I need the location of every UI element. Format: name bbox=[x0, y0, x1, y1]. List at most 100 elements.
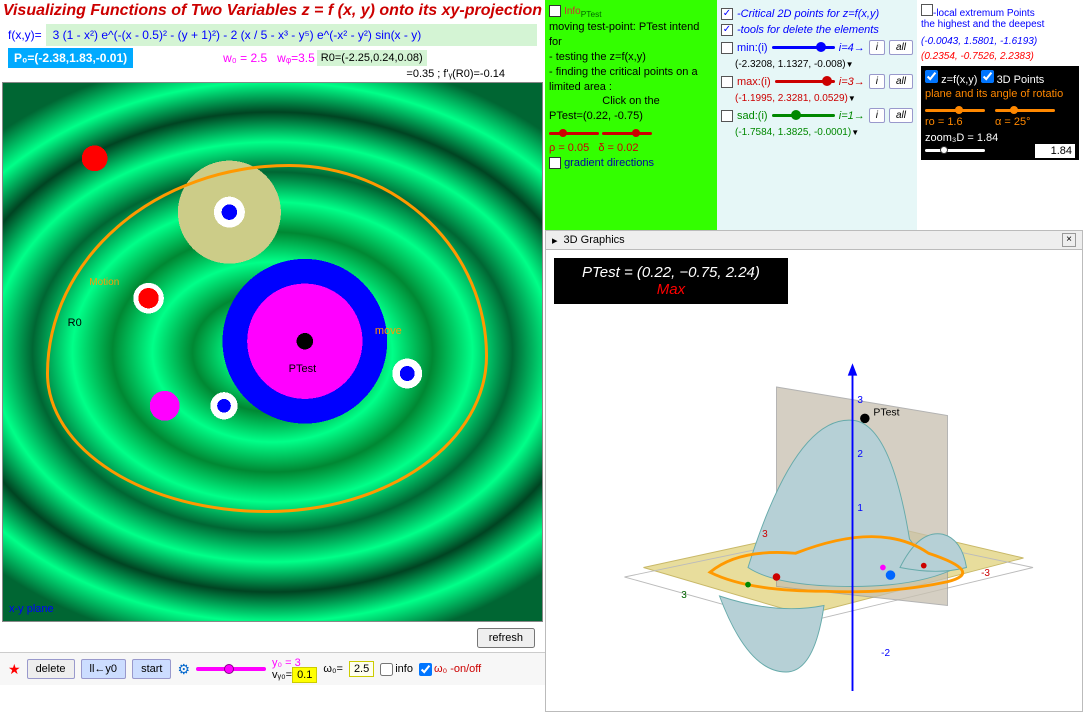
rho-value: ρ = 0.05 bbox=[549, 142, 589, 154]
max-coord: (-1.1995, 2.3281, 0.0529)▼ bbox=[735, 93, 913, 104]
info-panel: InfoPTest moving test-point: PTest inten… bbox=[545, 0, 717, 230]
p0-value: P₀=(-2.38,1.83,-0.01) bbox=[8, 48, 133, 68]
sad-coord: (-1.7584, 1.3825, -0.0001)▼ bbox=[735, 127, 913, 138]
zfxy-label: z=f(x,y) bbox=[941, 74, 977, 86]
r0-box: R0=(-2.25,0.24,0.08) bbox=[317, 50, 427, 66]
info-text-4: Click on the bbox=[549, 94, 713, 109]
tools-delete-checkbox[interactable] bbox=[721, 24, 733, 36]
extremum-checkbox[interactable] bbox=[921, 4, 933, 16]
delete-button[interactable]: delete bbox=[27, 659, 75, 679]
start-button[interactable]: start bbox=[132, 659, 171, 679]
crit2d-label: -Critical 2D points for z=f(x,y) bbox=[737, 8, 879, 20]
3dpoints-checkbox[interactable] bbox=[981, 70, 994, 83]
min-coord: (-2.3208, 1.1327, -0.008)▼ bbox=[735, 59, 913, 70]
page-title: Visualizing Functions of Two Variables z… bbox=[0, 0, 545, 22]
axis-xn3: -3 bbox=[981, 568, 990, 579]
critical-points-panel: -Critical 2D points for z=f(x,y) -tools … bbox=[717, 0, 917, 230]
max-label: max:(i) bbox=[737, 76, 771, 88]
max-all-button[interactable]: all bbox=[889, 74, 913, 89]
motion-label: Motion bbox=[89, 277, 119, 288]
gradient-checkbox[interactable] bbox=[549, 157, 561, 169]
y0-slider[interactable] bbox=[196, 667, 266, 671]
max-i-button[interactable]: i bbox=[869, 74, 885, 89]
extremum-panel: -local extremum Points the highest and t… bbox=[917, 0, 1083, 230]
sad-slider[interactable] bbox=[772, 114, 835, 117]
sad-index: i=1→ bbox=[839, 110, 865, 122]
surface-svg: PTest bbox=[586, 330, 1062, 691]
min-all-button[interactable]: all bbox=[889, 40, 913, 55]
ptest-3d-label: PTest bbox=[873, 408, 899, 419]
w0-label-2: ω₀= bbox=[323, 663, 343, 675]
axis-zn2: -2 bbox=[881, 648, 890, 659]
3d-settings-panel: z=f(x,y) 3D Points plane and its angle o… bbox=[921, 66, 1079, 160]
plane-label: plane and its angle of rotatio bbox=[925, 88, 1075, 100]
delta-slider[interactable] bbox=[602, 132, 652, 135]
w0-onoff-checkbox[interactable] bbox=[419, 663, 432, 676]
ll-y0-button[interactable]: ll←y0 bbox=[81, 659, 127, 679]
min-index: i=4→ bbox=[839, 42, 865, 54]
axis-z1: 1 bbox=[857, 503, 863, 514]
fxy-formula[interactable]: 3 (1 - x²) e^(-(x - 0.5)² - (y + 1)²) - … bbox=[46, 24, 537, 46]
extremum-label-2: the highest and the deepest bbox=[921, 19, 1079, 30]
highest-coord: (0.2354, -0.7526, 2.2383) bbox=[921, 51, 1079, 62]
min-label: min:(i) bbox=[737, 42, 768, 54]
vy0-label: vᵧ₀= bbox=[272, 669, 292, 681]
sad-i-button[interactable]: i bbox=[869, 108, 885, 123]
w0-value: w₀ = 2.5 bbox=[223, 51, 267, 65]
zoom-slider[interactable] bbox=[925, 149, 985, 152]
min-i-button[interactable]: i bbox=[869, 40, 885, 55]
refresh-button[interactable]: refresh bbox=[477, 628, 535, 648]
zoom-label: zoom₃D = 1.84 bbox=[925, 132, 998, 144]
axis-z2: 2 bbox=[857, 449, 863, 460]
axis-z3: 3 bbox=[857, 395, 863, 406]
3d-canvas[interactable]: PTest = (0.22, −0.75, 2.24) Max bbox=[545, 250, 1083, 712]
ro-value: ro = 1.6 bbox=[925, 116, 985, 128]
fxy-label: f(x,y)= bbox=[8, 28, 42, 42]
xy-plane-label: x-y plane bbox=[9, 603, 54, 615]
3dpoints-label: 3D Points bbox=[997, 74, 1045, 86]
info-label-2: InfoPTest bbox=[564, 6, 602, 17]
axis-x3: 3 bbox=[762, 529, 768, 540]
xy-projection-canvas[interactable]: PTest R0 move Motion x-y plane bbox=[2, 82, 543, 622]
max-checkbox[interactable] bbox=[721, 76, 733, 88]
max-slider[interactable] bbox=[775, 80, 835, 83]
tools-delete-label: -tools for delete the elements bbox=[737, 24, 879, 36]
w0-onoff-label: ω₀ -on/off bbox=[434, 663, 481, 675]
sad-all-button[interactable]: all bbox=[889, 108, 913, 123]
alpha-value: α = 25° bbox=[995, 116, 1055, 128]
crit2d-checkbox[interactable] bbox=[721, 8, 733, 20]
move-label: move bbox=[375, 325, 402, 337]
info-checkbox-2[interactable] bbox=[549, 5, 561, 17]
star-icon[interactable]: ★ bbox=[8, 661, 21, 678]
ptest-info-box: PTest = (0.22, −0.75, 2.24) Max bbox=[554, 258, 788, 304]
zfxy-checkbox[interactable] bbox=[925, 70, 938, 83]
3d-panel-title: 3D Graphics bbox=[564, 234, 625, 246]
expand-icon[interactable]: ▸ bbox=[552, 234, 558, 247]
gradient-label: gradient directions bbox=[564, 157, 654, 169]
info-text-2: - testing the z=f(x,y) bbox=[549, 50, 713, 65]
w0-value-2[interactable]: 2.5 bbox=[349, 661, 374, 677]
extremum-label: -local extremum Points bbox=[933, 8, 1035, 19]
sad-checkbox[interactable] bbox=[721, 110, 733, 122]
min-checkbox[interactable] bbox=[721, 42, 733, 54]
delta-value: δ = 0.02 bbox=[598, 142, 638, 154]
bottom-toolbar: ★ delete ll←y0 start ⚙ y₀ = 3 vᵧ₀=0.1 ω₀… bbox=[0, 652, 545, 685]
ptest-point-label: PTest bbox=[289, 363, 317, 375]
max-index: i=3→ bbox=[839, 76, 865, 88]
info-checkbox[interactable] bbox=[380, 663, 393, 676]
vy0-value[interactable]: 0.1 bbox=[292, 667, 317, 683]
rho-slider[interactable] bbox=[549, 132, 599, 135]
info-text-3: - finding the critical points on a limit… bbox=[549, 65, 713, 95]
close-icon[interactable]: × bbox=[1062, 233, 1076, 247]
deepest-coord: (-0.0043, 1.5801, -1.6193) bbox=[921, 36, 1079, 47]
ptest-3d-coords: PTest = (0.22, −0.75, 2.24) bbox=[582, 264, 760, 281]
min-slider[interactable] bbox=[772, 46, 835, 49]
gear-icon[interactable]: ⚙ bbox=[177, 661, 190, 678]
3d-panel-header: ▸ 3D Graphics × bbox=[545, 230, 1083, 250]
zoom-value[interactable]: 1.84 bbox=[1035, 144, 1075, 158]
ro-slider[interactable] bbox=[925, 109, 985, 112]
wphi-value: wᵩ=3.5 bbox=[277, 51, 315, 65]
r0-point-label: R0 bbox=[68, 317, 82, 329]
alpha-slider[interactable] bbox=[995, 109, 1055, 112]
info-text-1: moving test-point: PTest intend for bbox=[549, 20, 713, 50]
